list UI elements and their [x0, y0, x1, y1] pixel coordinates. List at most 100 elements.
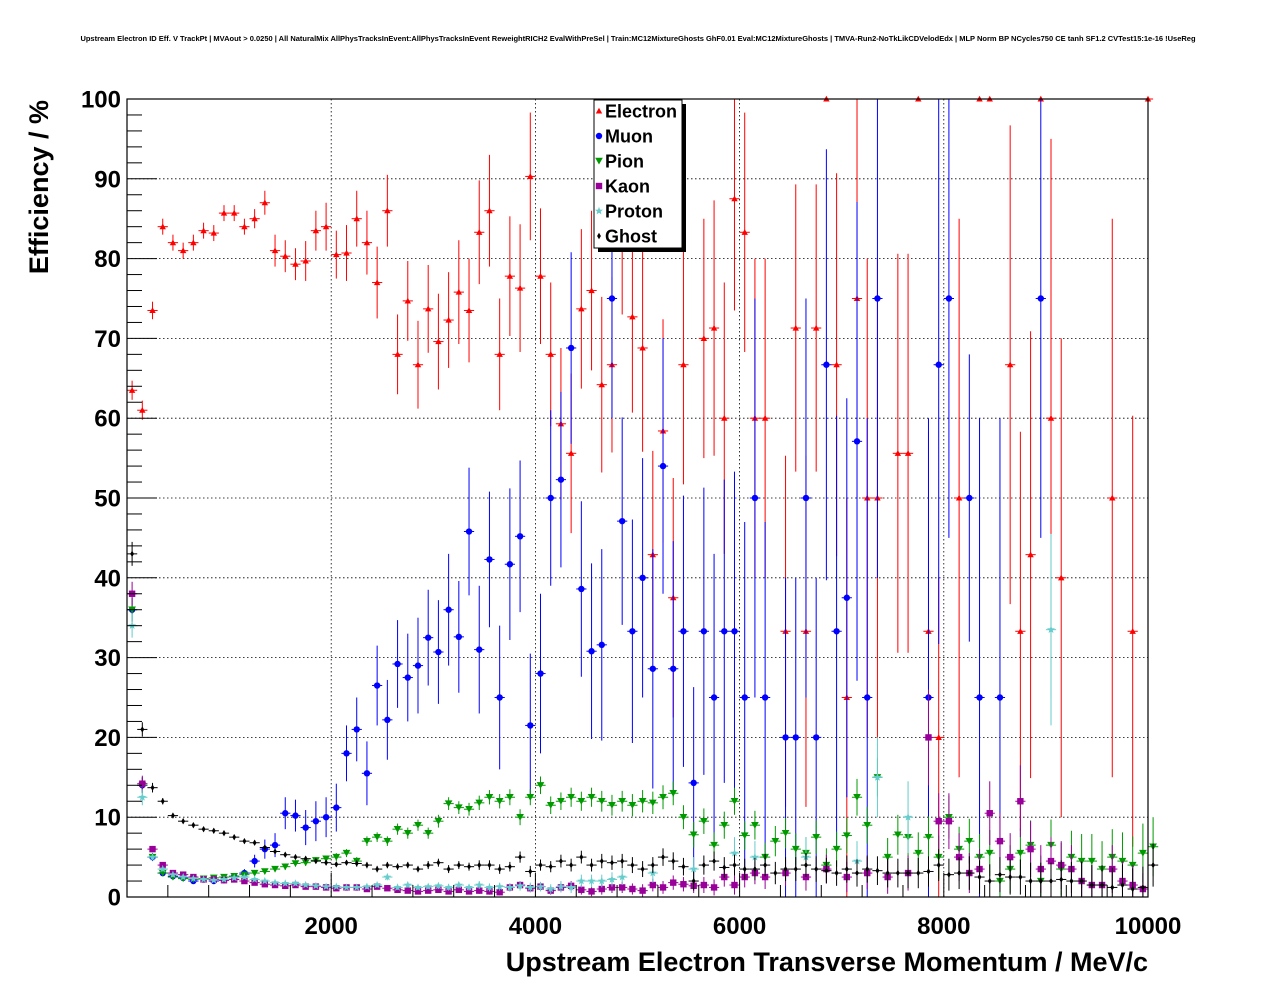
kaon-point: [729, 875, 740, 895]
electron-point: [351, 190, 362, 247]
proton-point: [514, 881, 526, 891]
ghost-marker: [936, 861, 941, 869]
muon-marker: [537, 670, 544, 677]
muon-point: [841, 398, 852, 798]
ghost-point: [372, 865, 383, 873]
ghost-marker: [569, 861, 574, 869]
muon-marker: [608, 295, 616, 302]
proton-marker: [730, 849, 739, 857]
kaon-marker: [670, 879, 677, 886]
y-tick-label: 40: [94, 565, 121, 592]
kaon-marker: [435, 886, 442, 894]
kaon-marker: [935, 817, 942, 825]
electron-point: [361, 210, 373, 275]
muon-point: [627, 519, 638, 743]
electron-marker: [200, 227, 207, 234]
pion-point: [443, 797, 454, 811]
ghost-marker: [211, 827, 216, 834]
muon-point: [382, 679, 393, 760]
pion-point: [739, 821, 750, 850]
electron-point: [229, 205, 240, 222]
proton-marker: [322, 882, 331, 890]
kaon-marker: [455, 886, 463, 894]
pion-marker: [730, 798, 739, 805]
muon-marker: [486, 556, 493, 563]
proton-marker: [250, 875, 259, 883]
ghost-marker: [885, 869, 890, 877]
pion-marker: [332, 853, 341, 861]
kaon-marker: [139, 780, 146, 787]
pion-marker: [495, 798, 504, 805]
electron-marker: [435, 338, 442, 345]
muon-point: [1035, 99, 1046, 538]
muon-point: [688, 687, 699, 879]
proton-marker: [689, 864, 698, 873]
muon-point: [443, 553, 454, 666]
electron-point: [1025, 331, 1036, 779]
electron-point: [382, 174, 393, 247]
muon-point: [514, 460, 526, 613]
muon-point: [780, 577, 791, 897]
pion-point: [668, 781, 679, 806]
muon-marker: [435, 648, 442, 656]
electron-marker: [424, 305, 432, 312]
ghost-marker: [395, 863, 400, 870]
electron-marker: [578, 305, 585, 312]
pion-point: [862, 806, 873, 844]
muon-point: [535, 593, 546, 754]
pion-point: [749, 810, 761, 840]
electron-point: [954, 218, 965, 778]
muon-marker: [976, 694, 983, 701]
y-axis-title: Efficiency / %: [24, 100, 54, 274]
ghost-point: [320, 859, 332, 866]
kaon-point: [708, 879, 720, 896]
proton-marker: [475, 880, 484, 889]
muon-point: [361, 741, 373, 806]
kaon-marker: [680, 881, 687, 888]
proton-marker: [465, 883, 473, 891]
proton-point: [586, 874, 597, 888]
pion-point: [402, 827, 413, 839]
electron-point: [902, 253, 914, 653]
proton-point: [147, 852, 158, 861]
ghost-point: [627, 857, 638, 874]
ghost-point: [811, 856, 822, 882]
proton-marker: [751, 852, 759, 861]
legend-label-proton: Proton: [605, 202, 663, 222]
ghost-point: [188, 821, 199, 829]
kaon-marker: [945, 817, 953, 825]
proton-point: [361, 882, 373, 890]
ghost-marker: [405, 861, 410, 869]
y-tick-label: 20: [94, 725, 121, 752]
ghost-marker: [610, 859, 614, 866]
muon-marker: [455, 633, 463, 641]
y-tick-label: 90: [94, 166, 121, 193]
muon-point: [678, 495, 689, 767]
kaon-marker: [282, 882, 289, 890]
ghost-marker: [518, 853, 523, 861]
ghost-point: [474, 860, 485, 870]
electron-marker: [894, 450, 902, 456]
pion-marker: [597, 798, 606, 805]
kaon-marker: [1027, 845, 1034, 853]
pion-point: [841, 817, 852, 854]
kaon-point: [239, 877, 250, 885]
muon-point: [412, 617, 424, 714]
kaon-point: [249, 879, 260, 886]
muon-point: [463, 467, 475, 596]
muon-marker: [639, 574, 646, 581]
muon-point: [280, 797, 291, 830]
muon-marker: [690, 779, 697, 787]
ghost-marker: [446, 865, 451, 873]
muon-marker: [598, 641, 605, 649]
muon-point: [341, 725, 352, 782]
muon-point: [872, 99, 883, 578]
electron-marker: [812, 324, 820, 331]
electron-marker: [445, 316, 452, 323]
proton-point: [525, 882, 536, 893]
proton-marker: [363, 882, 371, 890]
proton-marker: [495, 882, 504, 890]
pion-marker: [414, 821, 422, 829]
ghost-point: [218, 829, 230, 837]
muon-point: [596, 549, 607, 741]
